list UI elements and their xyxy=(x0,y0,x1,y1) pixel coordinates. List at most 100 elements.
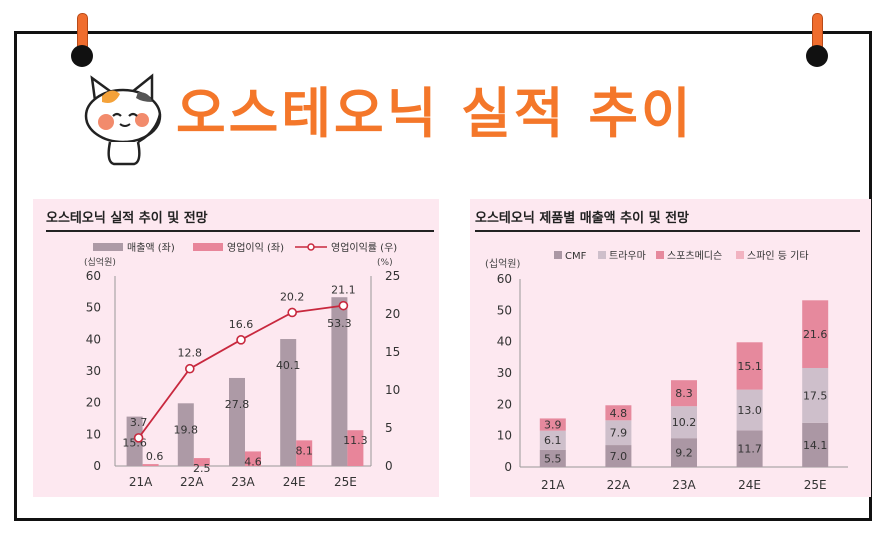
op-margin-point xyxy=(133,433,144,443)
segment-data-label: 4.8 xyxy=(610,407,628,420)
legend-swatch-revenue xyxy=(93,243,123,251)
segment-data-label: 9.2 xyxy=(675,447,693,460)
stacked-bar-segment xyxy=(539,430,566,450)
y-right-tick-label: 15 xyxy=(385,345,400,359)
legend-label: 스포츠메디슨 xyxy=(667,250,722,262)
product-revenue-chart: CMF 트라우마 스포츠메디슨 스파인 등 기타 (십억원) 0 10 20 30 40 50 60 5… xyxy=(485,250,848,492)
segment-data-label: 6.1 xyxy=(544,434,562,447)
stacked-bar-segment xyxy=(736,430,763,467)
revenue-bar xyxy=(229,377,245,466)
segment-data-label: 17.5 xyxy=(803,389,828,402)
op-profit-bar xyxy=(142,464,159,466)
legend-swatch xyxy=(736,251,744,259)
stacked-bar-segment xyxy=(802,300,829,368)
op-profit-bar xyxy=(245,451,261,466)
op-profit-data-label: 8.1 xyxy=(295,444,313,457)
y-tick-label: 10 xyxy=(497,429,512,443)
op-margin-data-label: 21.1 xyxy=(331,284,356,297)
x-tick-label: 21A xyxy=(541,478,565,492)
y-right-tick-label: 0 xyxy=(385,459,393,473)
x-tick-label: 22A xyxy=(180,475,204,489)
stacked-bar-segment xyxy=(605,420,632,446)
legend-label: 트라우마 xyxy=(609,250,646,262)
segment-data-label: 13.0 xyxy=(737,404,762,417)
right-chart-title: 오스테오닉 제품별 매출액 추이 및 전망 xyxy=(475,211,689,226)
x-tick-label: 22A xyxy=(607,478,631,492)
op-profit-bar xyxy=(193,458,210,466)
x-tick-label: 24E xyxy=(738,478,761,492)
y-right-unit: (%) xyxy=(377,258,393,268)
y-left-tick-label: 60 xyxy=(86,269,101,283)
segment-data-label: 21.6 xyxy=(803,328,828,341)
cat-mascot-icon xyxy=(84,73,162,166)
stacked-bar-segment xyxy=(671,406,697,439)
y-left-tick-label: 20 xyxy=(86,396,101,410)
op-margin-data-label: 16.6 xyxy=(229,318,254,331)
legend-label-revenue: 매출액 (좌) xyxy=(127,242,175,254)
left-chart-title-rule xyxy=(46,230,434,232)
legend-swatch-op-profit xyxy=(193,243,223,251)
segment-data-label: 11.7 xyxy=(737,443,762,456)
y-right-tick-label: 10 xyxy=(385,383,400,397)
stacked-bar-segment xyxy=(802,422,829,467)
stacked-bar-segment xyxy=(671,380,697,407)
stacked-bar-segment xyxy=(736,389,763,431)
segment-data-label: 8.3 xyxy=(675,387,693,400)
legend-label-op-profit: 영업이익 (좌) xyxy=(227,241,284,254)
y-right-tick-label: 25 xyxy=(385,269,400,283)
y-left-tick-label: 40 xyxy=(86,332,101,346)
revenue-bar xyxy=(177,403,194,466)
op-margin-data-label: 20.2 xyxy=(280,290,305,303)
y-left-tick-label: 50 xyxy=(86,301,101,315)
y-left-tick-label: 30 xyxy=(86,364,101,378)
segment-data-label: 5.5 xyxy=(544,452,562,465)
segment-data-label: 3.9 xyxy=(544,419,562,432)
x-tick-label: 21A xyxy=(129,475,153,489)
stacked-bar-segment xyxy=(539,418,566,431)
op-margin-data-label: 3.7 xyxy=(130,416,148,429)
stacked-bar-segment xyxy=(605,445,632,467)
stacked-bar-segment xyxy=(671,438,697,467)
stacked-bar-segment xyxy=(802,367,829,423)
revenue-data-label: 40.1 xyxy=(276,359,301,372)
y-left-unit: (십억원) xyxy=(84,256,116,268)
y-left-tick-label: 10 xyxy=(86,427,101,441)
legend-swatch xyxy=(598,251,606,259)
y-tick-label: 40 xyxy=(497,335,512,349)
legend-label: 스파인 등 기타 xyxy=(747,250,809,262)
op-profit-data-label: 2.5 xyxy=(193,462,211,475)
segment-data-label: 7.0 xyxy=(610,450,628,463)
left-chart-title: 오스테오닉 실적 추이 및 전망 xyxy=(46,211,208,226)
y-tick-label: 20 xyxy=(497,397,512,411)
y-tick-label: 30 xyxy=(497,366,512,380)
revenue-data-label: 53.3 xyxy=(327,317,352,330)
left-pin-icon xyxy=(71,45,93,67)
y-right-tick-label: 5 xyxy=(385,421,393,435)
x-tick-label: 25E xyxy=(804,478,827,492)
y-tick-label: 50 xyxy=(497,303,512,317)
y-left-tick-label: 0 xyxy=(93,459,101,473)
segment-data-label: 10.2 xyxy=(672,416,697,429)
right-chart-title-rule xyxy=(475,230,860,232)
op-profit-bar xyxy=(347,430,364,466)
op-profit-data-label: 4.6 xyxy=(244,455,262,468)
page-title: 오스테오닉 실적 추이 xyxy=(176,82,694,145)
revenue-data-label: 27.8 xyxy=(225,398,250,411)
op-margin-point xyxy=(236,335,246,345)
op-profit-bar xyxy=(296,440,313,466)
x-tick-label: 23A xyxy=(231,475,255,489)
y-tick-label: 0 xyxy=(504,460,512,474)
segment-data-label: 14.1 xyxy=(803,439,828,452)
legend-label: CMF xyxy=(565,251,587,262)
segment-data-label: 7.9 xyxy=(610,427,628,440)
revenue-bar xyxy=(331,297,348,466)
stacked-bar-segment xyxy=(539,449,566,467)
legend-swatch xyxy=(554,251,562,259)
x-tick-label: 25E xyxy=(334,475,357,489)
right-pin-icon xyxy=(806,45,828,67)
op-profit-data-label: 0.6 xyxy=(146,450,164,463)
y-right-tick-label: 20 xyxy=(385,307,400,321)
revenue-bar xyxy=(280,339,297,466)
x-tick-label: 24E xyxy=(283,475,306,489)
legend-marker-op-margin xyxy=(307,243,315,251)
